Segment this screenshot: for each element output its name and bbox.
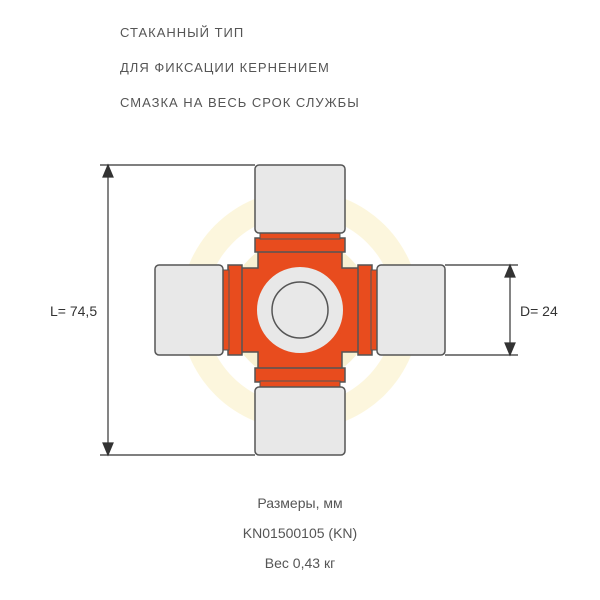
center-circles — [255, 265, 345, 355]
diagram-svg — [0, 0, 600, 600]
